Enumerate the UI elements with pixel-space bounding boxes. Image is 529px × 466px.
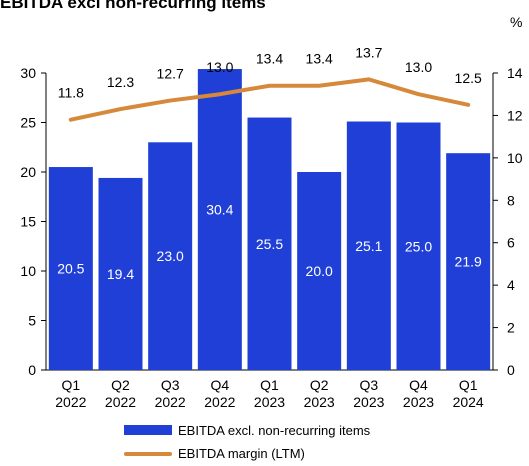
y-right-tick-label: 12 (507, 107, 523, 123)
chart-title: EBITDA excl non-recurring items (0, 0, 266, 12)
bar (297, 172, 342, 370)
x-tick-label-year: 2023 (304, 394, 335, 410)
bar (197, 69, 242, 370)
bar (48, 167, 93, 370)
bar (446, 153, 491, 370)
bar-value-label: 30.4 (206, 202, 233, 218)
margin-value-label: 13.4 (306, 51, 333, 67)
x-tick-label-quarter: Q3 (359, 377, 378, 393)
bar-value-label: 23.0 (157, 248, 184, 264)
x-tick-label-quarter: Q2 (310, 377, 329, 393)
y-left-tick-label: 5 (28, 313, 36, 329)
bar-value-label: 20.5 (57, 261, 84, 277)
x-tick-label-quarter: Q4 (409, 377, 428, 393)
x-tick-label-quarter: Q1 (459, 377, 478, 393)
y-left-tick-label: 25 (20, 115, 36, 131)
margin-value-label: 12.5 (455, 70, 482, 86)
bar (396, 122, 441, 370)
x-tick-label-year: 2022 (105, 394, 136, 410)
margin-value-label: 13.0 (206, 59, 233, 75)
bar-value-label: 25.5 (256, 236, 283, 252)
bar (247, 117, 292, 370)
bar (346, 121, 391, 370)
y-left-tick-label: 0 (28, 362, 36, 378)
y-right-tick-label: 6 (507, 235, 515, 251)
x-tick-label-year: 2022 (204, 394, 235, 410)
bar-value-label: 25.1 (355, 238, 382, 254)
margin-value-label: 13.7 (355, 44, 382, 60)
y-right-tick-label: 0 (507, 362, 515, 378)
margin-value-label: 13.0 (405, 59, 432, 75)
y-right-tick-label: 8 (507, 192, 515, 208)
y-right-tick-label: 10 (507, 150, 523, 166)
margin-value-label: 11.8 (58, 85, 84, 101)
margin-value-label: 12.7 (157, 66, 184, 82)
bar (148, 142, 193, 370)
right-axis-unit: % (510, 14, 523, 30)
y-right-tick-label: 2 (507, 320, 515, 336)
y-left-tick-label: 30 (20, 65, 36, 81)
margin-value-label: 12.3 (107, 74, 134, 90)
bar-value-label: 21.9 (455, 254, 482, 270)
x-tick-label-year: 2023 (403, 394, 434, 410)
x-tick-label-quarter: Q2 (111, 377, 130, 393)
y-left-tick-label: 20 (20, 164, 36, 180)
x-tick-label-quarter: Q3 (161, 377, 180, 393)
x-tick-label-year: 2022 (55, 394, 86, 410)
bar-value-label: 19.4 (107, 266, 134, 282)
bar (98, 177, 143, 370)
x-tick-label-quarter: Q1 (260, 377, 279, 393)
y-right-tick-label: 4 (507, 277, 515, 293)
x-tick-label-year: 2023 (353, 394, 384, 410)
x-tick-label-quarter: Q4 (210, 377, 229, 393)
x-tick-label-quarter: Q1 (61, 377, 80, 393)
x-tick-label-year: 2023 (254, 394, 285, 410)
bar-value-label: 20.0 (306, 263, 333, 279)
y-right-tick-label: 14 (507, 65, 523, 81)
x-tick-label-year: 2024 (453, 394, 484, 410)
x-tick-label-year: 2022 (155, 394, 186, 410)
y-left-tick-label: 10 (20, 263, 36, 279)
bar-value-label: 25.0 (405, 238, 432, 254)
y-left-tick-label: 15 (20, 214, 36, 230)
margin-value-label: 13.4 (256, 51, 283, 67)
